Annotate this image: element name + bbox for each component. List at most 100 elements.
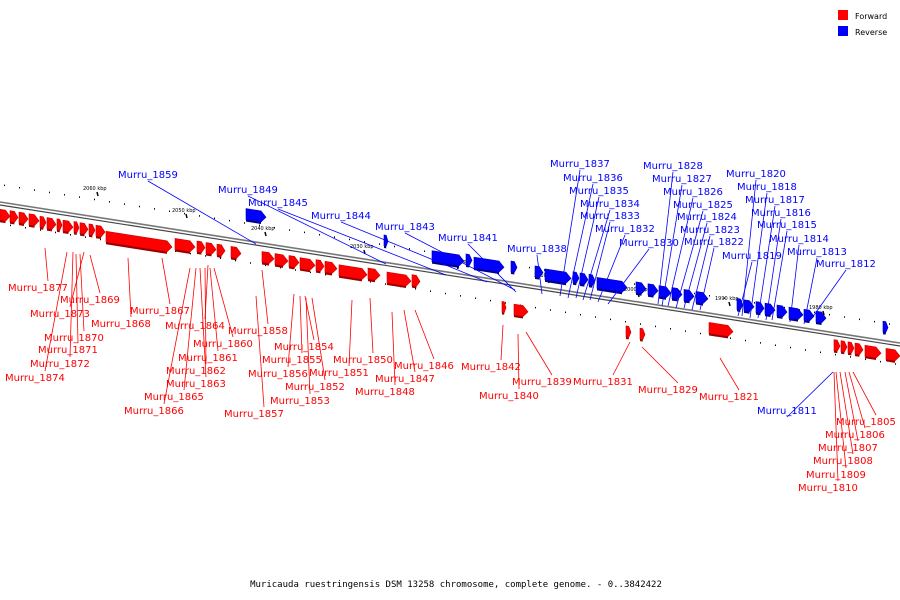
forward-leader-line — [299, 295, 303, 354]
gene-shadow — [47, 228, 52, 232]
reverse-leader-line — [582, 209, 611, 301]
minor-tick — [550, 309, 551, 311]
minor-tick — [880, 360, 881, 363]
forward-gene-label: Murru_1856 — [248, 369, 308, 380]
forward-leader-line — [255, 295, 265, 408]
reverse-leader-line — [147, 180, 257, 245]
minor-tick — [64, 194, 65, 196]
forward-leader-line — [261, 269, 269, 325]
reverse-leader-line — [661, 184, 683, 307]
gene-shadow — [289, 266, 295, 270]
reverse-gene-label: Murru_1817 — [745, 195, 805, 206]
gene-shadow — [262, 262, 269, 266]
minor-tick — [220, 257, 221, 260]
gene-shadow — [626, 336, 629, 340]
genome-axis — [0, 201, 900, 347]
forward-gene-label: Murru_1865 — [144, 392, 204, 403]
reverse-leader-line — [765, 218, 782, 321]
reverse-gene-label: Murru_1825 — [673, 200, 733, 211]
forward-leader-line — [391, 311, 396, 386]
minor-tick — [805, 349, 806, 351]
forward-gene-arrow — [625, 325, 632, 338]
gene-shadow — [816, 322, 822, 325]
forward-gene-arrow — [840, 340, 848, 353]
minor-tick — [595, 316, 596, 318]
gene-shadow — [636, 292, 642, 296]
reverse-leader-line — [607, 248, 650, 305]
minor-tick — [34, 189, 35, 191]
reverse-leader-line — [597, 234, 626, 303]
scale-tick — [264, 231, 267, 237]
reverse-gene-arrow — [544, 268, 572, 284]
minor-tick — [370, 281, 371, 283]
minor-tick — [409, 248, 410, 250]
gene-shadow — [246, 219, 261, 224]
minor-tick — [685, 330, 686, 332]
forward-gene-arrow — [501, 301, 507, 314]
forward-gene-arrow — [299, 257, 316, 271]
reverse-gene-arrow — [510, 260, 518, 273]
gene-shadow — [300, 268, 310, 273]
gene-shadow — [640, 339, 643, 342]
forward-leader-line — [89, 254, 101, 294]
forward-gene-arrow — [338, 264, 368, 280]
legend: Forward Reverse — [838, 10, 887, 37]
forward-leader-line — [161, 257, 171, 305]
gene-shadow — [659, 296, 666, 300]
reverse-gene-arrow — [695, 291, 709, 304]
forward-gene-arrow — [62, 219, 74, 233]
forward-gene-label: Murru_1874 — [5, 373, 65, 384]
reverse-gene-label: Murru_1833 — [580, 211, 640, 222]
minor-tick — [745, 339, 746, 342]
minor-tick — [349, 238, 350, 241]
reverse-gene-label: Murru_1832 — [595, 224, 655, 235]
minor-tick — [229, 219, 230, 222]
forward-gene-arrow — [708, 322, 734, 337]
minor-tick — [280, 266, 281, 269]
reverse-gene-label: Murru_1813 — [787, 247, 847, 258]
reverse-gene-label: Murru_1812 — [816, 259, 876, 270]
forward-leader-line — [79, 253, 85, 332]
gene-shadow — [834, 350, 838, 354]
forward-gene-label: Murru_1808 — [813, 456, 873, 467]
gene-shadow — [80, 233, 85, 237]
forward-gene-label: Murru_1847 — [375, 374, 435, 385]
gene-shadow — [384, 245, 387, 249]
minor-tick — [385, 283, 386, 285]
forward-gene-label: Murru_1842 — [461, 362, 521, 373]
scale-tick — [822, 310, 825, 316]
forward-leader-line — [213, 267, 234, 338]
forward-gene-label: Murru_1861 — [178, 353, 238, 364]
reverse-gene-label: Murru_1811 — [757, 406, 817, 417]
minor-tick — [799, 309, 800, 311]
minor-tick — [79, 196, 80, 198]
reverse-leader-line — [789, 244, 800, 323]
minor-tick — [670, 328, 671, 330]
gene-shadow — [474, 268, 499, 275]
forward-leader-line — [833, 371, 839, 482]
minor-tick — [790, 346, 791, 349]
reverse-gene-label: Murru_1845 — [248, 198, 308, 209]
gene-shadow — [535, 276, 540, 280]
reverse-gene-label: Murru_1841 — [438, 233, 498, 244]
minor-tick — [505, 302, 506, 304]
reverse-leader-line — [699, 247, 715, 311]
minor-tick — [169, 210, 170, 212]
forward-leader-line — [844, 371, 859, 442]
minor-tick — [700, 332, 701, 335]
forward-gene-arrow — [513, 303, 529, 317]
forward-gene-arrow — [833, 339, 841, 352]
forward-gene-label: Murru_1877 — [8, 283, 68, 294]
reverse-leader-line — [340, 221, 488, 283]
minor-tick — [889, 323, 890, 325]
reverse-leader-line — [467, 243, 517, 293]
gene-shadow — [74, 232, 77, 235]
minor-tick — [565, 311, 566, 314]
forward-leader-line — [414, 309, 435, 360]
forward-gene-label: Murru_1839 — [512, 377, 572, 388]
reverse-leader-line — [811, 269, 847, 319]
forward-gene-arrow — [79, 222, 89, 235]
forward-gene-arrow — [274, 253, 289, 267]
minor-tick — [724, 297, 725, 299]
minor-tick — [139, 205, 140, 208]
